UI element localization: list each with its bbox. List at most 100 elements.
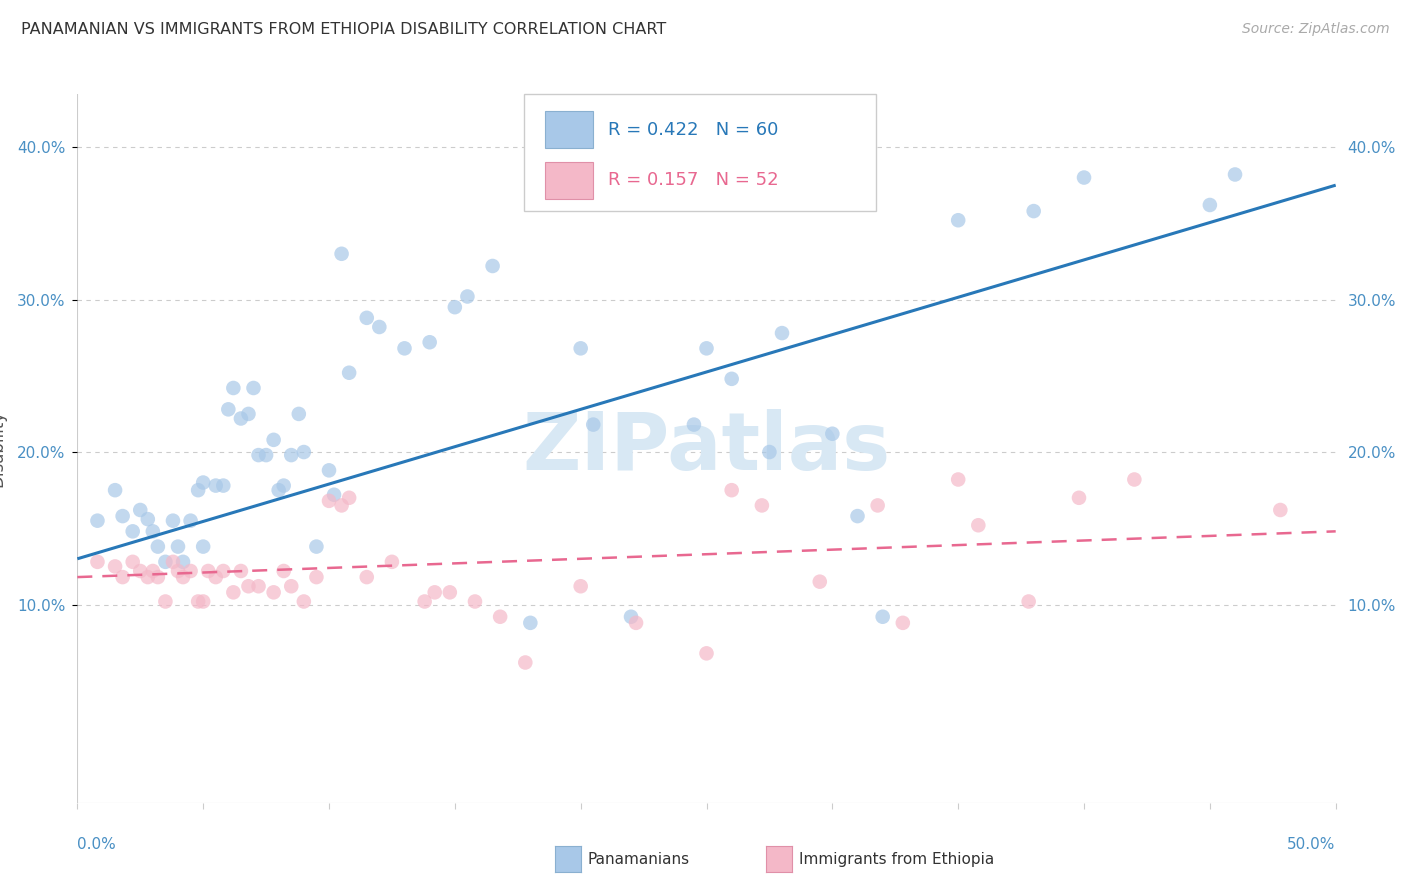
Point [167, 564, 190, 578]
FancyBboxPatch shape [546, 161, 593, 199]
Point [948, 473, 970, 487]
Text: PANAMANIAN VS IMMIGRANTS FROM ETHIOPIA DISABILITY CORRELATION CHART: PANAMANIAN VS IMMIGRANTS FROM ETHIOPIA D… [21, 22, 666, 37]
Point [318, 463, 340, 477]
FancyBboxPatch shape [546, 112, 593, 148]
Point [247, 448, 270, 462]
Point [146, 570, 169, 584]
Point [1199, 198, 1222, 212]
Point [197, 564, 219, 578]
Point [1018, 594, 1040, 608]
Point [162, 514, 184, 528]
Text: Panamanians: Panamanians [588, 853, 690, 867]
Point [229, 411, 252, 425]
Point [519, 615, 541, 630]
Point [238, 579, 260, 593]
Point [129, 564, 152, 578]
Point [111, 509, 134, 524]
Point [323, 488, 346, 502]
Point [111, 570, 134, 584]
Point [515, 656, 537, 670]
Point [381, 555, 404, 569]
Point [129, 503, 152, 517]
Point [142, 524, 165, 539]
Point [267, 483, 290, 498]
Point [229, 564, 252, 578]
Point [86, 555, 108, 569]
Point [121, 555, 143, 569]
Point [242, 381, 264, 395]
Point [136, 512, 159, 526]
Point [337, 366, 360, 380]
Point [318, 493, 340, 508]
Point [1073, 170, 1095, 185]
Point [136, 570, 159, 584]
Point [222, 585, 245, 599]
Point [222, 381, 245, 395]
Text: Immigrants from Ethiopia: Immigrants from Ethiopia [799, 853, 994, 867]
Point [1270, 503, 1292, 517]
Point [292, 445, 315, 459]
Point [456, 289, 478, 303]
FancyBboxPatch shape [524, 94, 876, 211]
Point [394, 342, 416, 356]
Point [330, 247, 353, 261]
Point [582, 417, 605, 432]
Point [180, 514, 202, 528]
Point [305, 570, 328, 584]
Point [146, 540, 169, 554]
Text: R = 0.157   N = 52: R = 0.157 N = 52 [609, 171, 779, 189]
Point [821, 426, 844, 441]
Point [1067, 491, 1090, 505]
Point [891, 615, 914, 630]
Point [423, 585, 446, 599]
Point [217, 402, 239, 417]
Point [1022, 204, 1045, 219]
Point [273, 564, 295, 578]
Point [948, 213, 970, 227]
Point [1223, 168, 1246, 182]
Y-axis label: Disability: Disability [0, 409, 6, 487]
Point [280, 448, 302, 462]
Point [413, 594, 436, 608]
Point [280, 579, 302, 593]
Point [172, 555, 194, 569]
Point [162, 555, 184, 569]
Point [263, 433, 285, 447]
Point [419, 335, 441, 350]
Point [569, 342, 592, 356]
Point [368, 320, 391, 334]
Point [439, 585, 461, 599]
Point [356, 310, 378, 325]
Text: 0.0%: 0.0% [77, 837, 117, 852]
Point [683, 417, 706, 432]
Point [238, 407, 260, 421]
Point [305, 540, 328, 554]
Point [288, 407, 311, 421]
Point [191, 594, 215, 608]
Point [142, 564, 165, 578]
Point [247, 579, 270, 593]
Text: R = 0.422   N = 60: R = 0.422 N = 60 [609, 120, 779, 139]
Point [254, 448, 277, 462]
Point [624, 615, 647, 630]
Point [444, 300, 467, 314]
Point [356, 570, 378, 584]
Point [967, 518, 990, 533]
Point [872, 609, 894, 624]
Point [337, 491, 360, 505]
Point [104, 483, 127, 498]
Point [489, 609, 512, 624]
Point [808, 574, 831, 589]
Point [464, 594, 486, 608]
Point [751, 499, 773, 513]
Point [866, 499, 889, 513]
Point [167, 540, 190, 554]
Point [155, 555, 177, 569]
Text: 50.0%: 50.0% [1288, 837, 1336, 852]
Point [172, 570, 194, 584]
Point [1123, 473, 1146, 487]
Point [846, 509, 869, 524]
Point [720, 483, 742, 498]
Point [212, 564, 235, 578]
Point [696, 342, 718, 356]
